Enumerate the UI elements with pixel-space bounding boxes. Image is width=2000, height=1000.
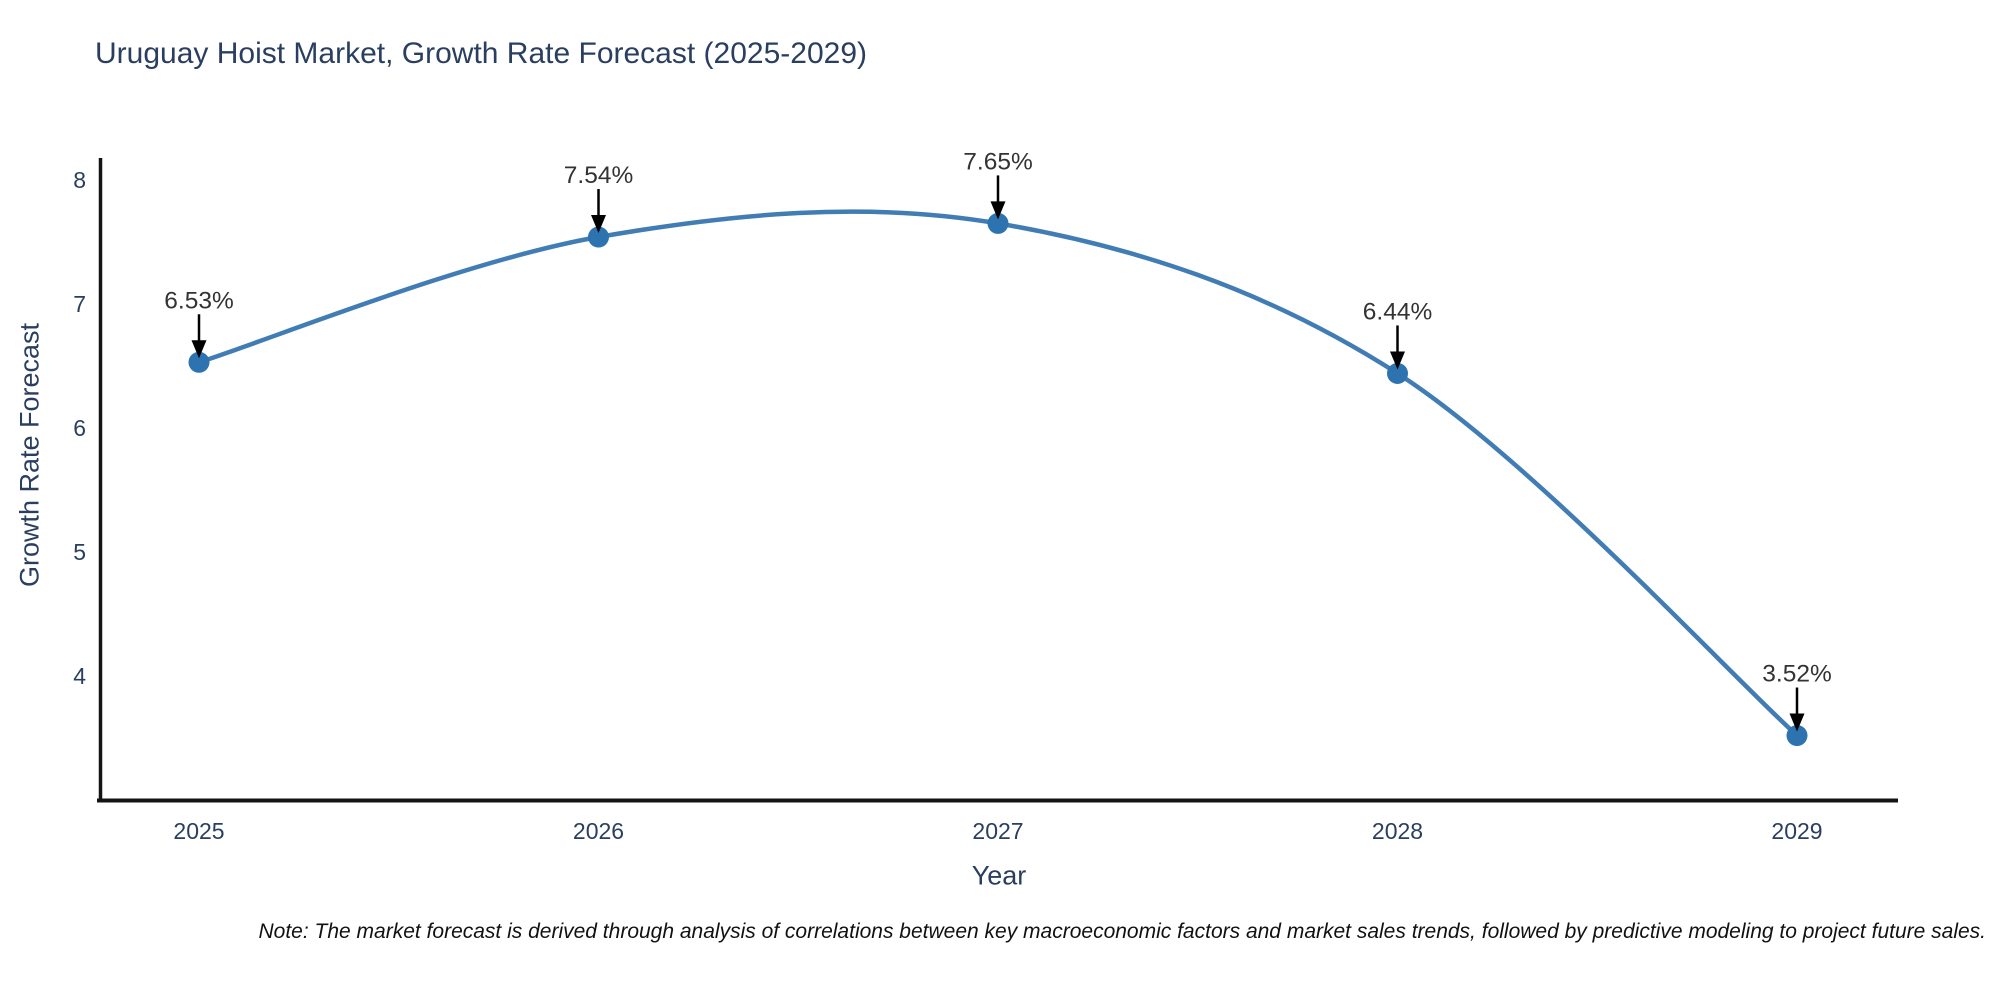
annotation-label-2025: 6.53% bbox=[164, 287, 233, 314]
y-tick-label: 5 bbox=[73, 539, 86, 565]
annotation-arrowhead-2029 bbox=[1789, 713, 1805, 732]
data-point-2026[interactable] bbox=[588, 226, 609, 248]
annotation-arrowhead-2026 bbox=[591, 215, 606, 234]
x-tick-label: 2026 bbox=[573, 818, 624, 844]
annotation-arrowhead-2025 bbox=[191, 340, 207, 359]
y-tick-label: 6 bbox=[73, 415, 86, 441]
y-tick-label: 7 bbox=[73, 291, 86, 317]
data-point-2025[interactable] bbox=[188, 351, 210, 373]
x-tick-label: 2027 bbox=[972, 818, 1023, 844]
data-point-2028[interactable] bbox=[1387, 362, 1408, 384]
annotation-label-2029: 3.52% bbox=[1762, 661, 1831, 688]
y-axis-title: Growth Rate Forecast bbox=[14, 322, 45, 588]
data-point-2029[interactable] bbox=[1786, 725, 1808, 747]
forecast-line bbox=[196, 209, 1800, 738]
x-tick-label: 2029 bbox=[1771, 818, 1822, 844]
data-point-2027[interactable] bbox=[987, 212, 1009, 234]
annotation-label-2026: 7.54% bbox=[564, 162, 633, 189]
annotation-arrowhead-2028 bbox=[1390, 351, 1405, 370]
chart-title: Uruguay Hoist Market, Growth Rate Foreca… bbox=[95, 37, 867, 70]
annotation-label-2027: 7.65% bbox=[963, 148, 1032, 175]
y-tick-label: 4 bbox=[73, 663, 86, 689]
footnote: Note: The market forecast is derived thr… bbox=[258, 920, 1987, 943]
annotation-arrowhead-2027 bbox=[990, 201, 1006, 220]
annotation-label-2028: 6.44% bbox=[1363, 298, 1432, 325]
x-tick-label: 2025 bbox=[173, 818, 224, 844]
x-axis-title: Year bbox=[971, 860, 1027, 891]
y-tick-label: 8 bbox=[73, 167, 86, 193]
x-tick-label: 2028 bbox=[1372, 818, 1423, 844]
